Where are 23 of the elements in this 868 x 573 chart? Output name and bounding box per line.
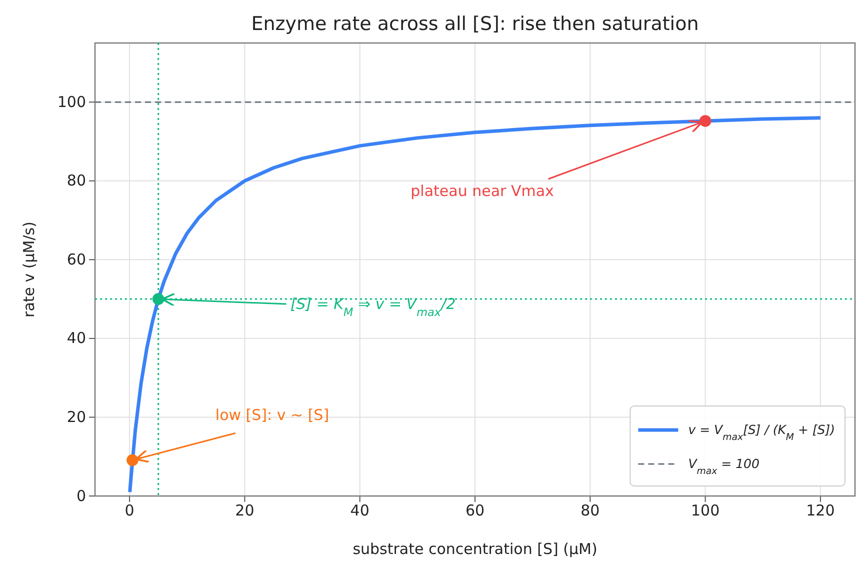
y-tick-label: 20 [66, 408, 86, 426]
point [152, 293, 164, 305]
x-tick-label: 40 [350, 502, 370, 520]
y-tick-label: 0 [76, 486, 86, 505]
y-tick-label: 60 [66, 250, 86, 268]
y-tick-label: 80 [66, 172, 86, 190]
x-tick-label: 120 [806, 502, 835, 520]
x-axis-title: substrate concentration [S] (μM) [352, 540, 598, 558]
legend-label: v = V$_{max}$[S] / (K$_{M}$ + [S]) [688, 422, 835, 442]
x-tick-label: 100 [690, 502, 720, 520]
annotation: plateau near Vmax [410, 182, 554, 200]
x-tick-label: 80 [580, 502, 600, 520]
legend-label: V$_{max}$ = 100 [688, 456, 760, 476]
point [126, 454, 138, 466]
x-tick-label: 60 [465, 502, 485, 520]
x-tick-label: 0 [124, 502, 134, 520]
x-tick-label: 20 [235, 502, 254, 520]
chart-title: Enzyme rate across all [S]: rise then saturation [251, 13, 699, 35]
y-tick-label: 100 [57, 92, 86, 111]
y-tick-label: 40 [66, 329, 86, 348]
annotation: low [S]: v ~ [S] [215, 406, 330, 424]
y-axis-title: rate v (μM/s) [20, 222, 38, 318]
point [699, 115, 712, 127]
